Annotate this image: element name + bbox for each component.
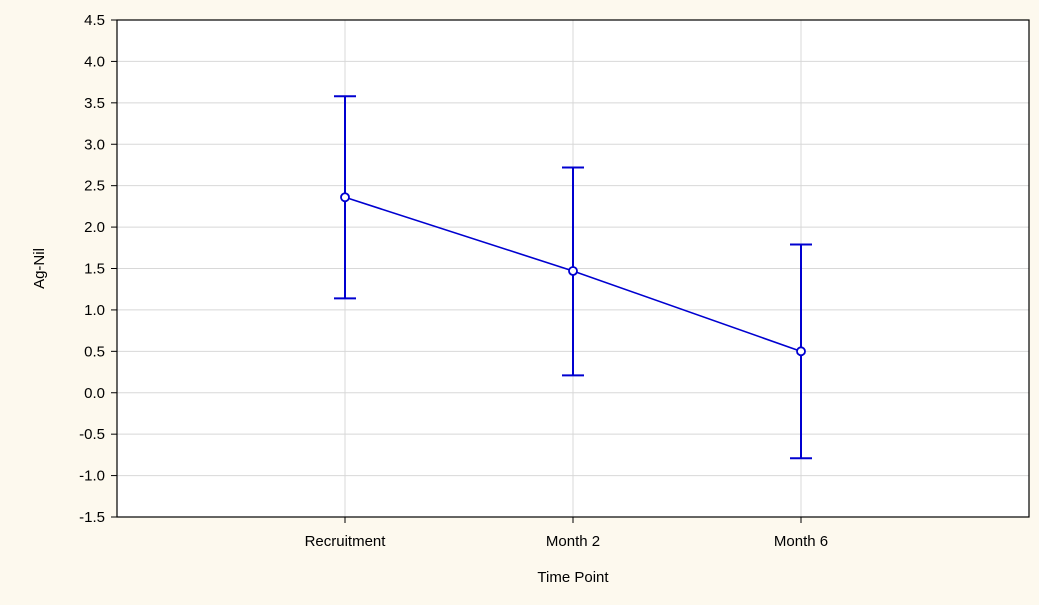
data-point bbox=[796, 346, 806, 357]
y-tick-label: -1.0 bbox=[79, 468, 105, 485]
y-tick-label: 2.0 bbox=[84, 219, 105, 236]
y-axis-title: Ag-Nil bbox=[31, 248, 48, 289]
x-axis-ticks: Recruitment Month 2 Month 6 bbox=[305, 517, 828, 550]
x-axis-title: Time Point bbox=[537, 569, 609, 586]
y-tick-label: 4.0 bbox=[84, 53, 105, 70]
y-tick-label: 0.0 bbox=[84, 385, 105, 402]
y-tick-label: -0.5 bbox=[79, 426, 105, 443]
y-tick-label: 4.5 bbox=[84, 12, 105, 29]
data-point bbox=[340, 192, 350, 203]
x-tick-label: Month 6 bbox=[774, 533, 828, 550]
grid-lines bbox=[117, 20, 1029, 517]
x-tick-label: Month 2 bbox=[546, 533, 600, 550]
data-point bbox=[568, 266, 578, 276]
y-axis-ticks: 4.5 4.0 3.5 3.0 2.5 2.0 1.5 1.0 0.5 0.0 -0.5 -1.0 -1… bbox=[79, 12, 117, 526]
y-tick-label: -1.5 bbox=[79, 509, 105, 526]
y-tick-label: 3.0 bbox=[84, 136, 105, 153]
x-tick-label: Recruitment bbox=[305, 533, 387, 550]
y-tick-label: 1.5 bbox=[84, 261, 105, 278]
y-tick-label: 2.5 bbox=[84, 178, 105, 195]
data-layer bbox=[334, 95, 812, 460]
y-tick-label: 1.0 bbox=[84, 302, 105, 319]
y-tick-label: 3.5 bbox=[84, 95, 105, 112]
y-tick-label: 0.5 bbox=[84, 343, 105, 360]
